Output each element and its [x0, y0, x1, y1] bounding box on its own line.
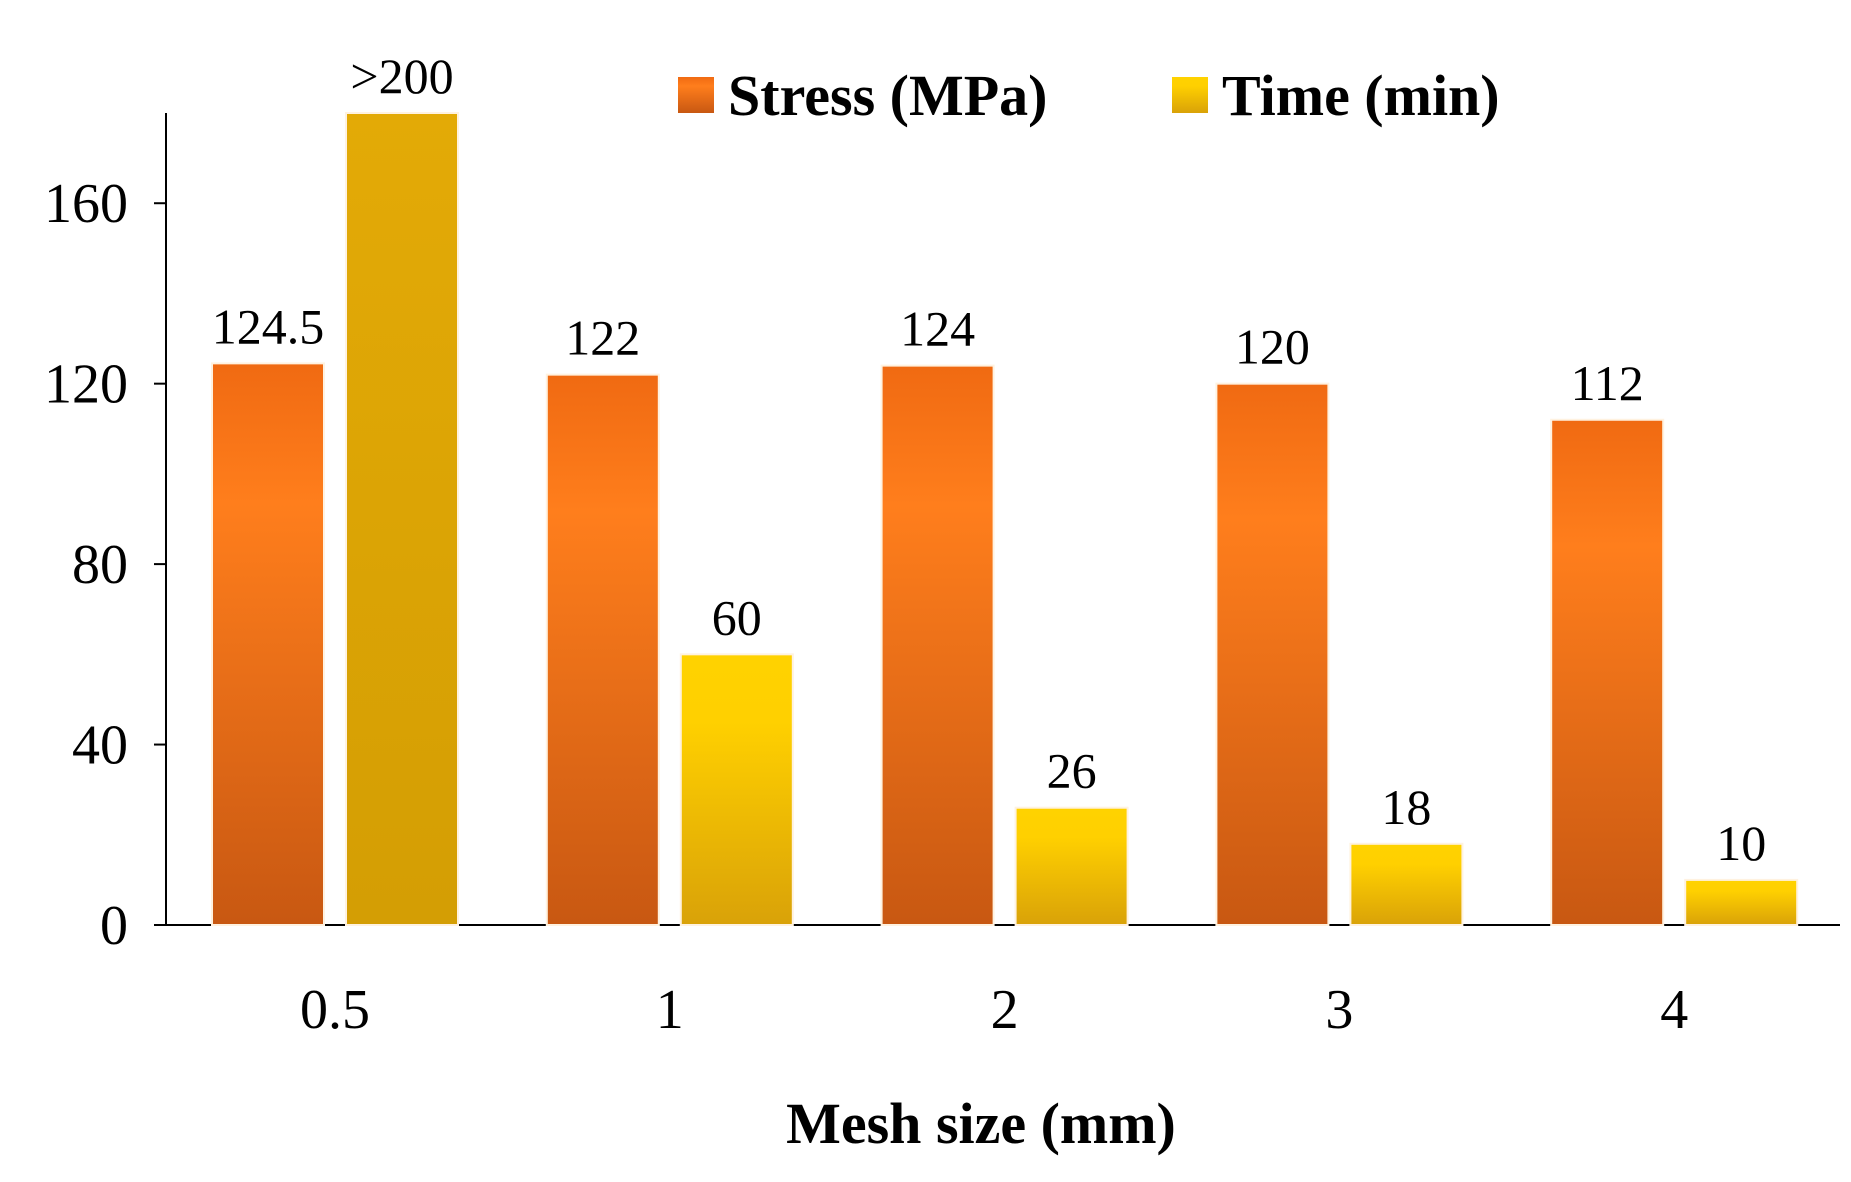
- legend-label-stress: Stress (MPa): [728, 63, 1047, 128]
- bar-time-2: [1014, 806, 1129, 927]
- legend-swatch-stress: [678, 77, 714, 113]
- x-tick-label: 0.5: [300, 979, 370, 1041]
- x-tick-label: 2: [991, 979, 1019, 1041]
- bar-stress-3: [1215, 382, 1330, 926]
- data-label: 122: [565, 310, 640, 366]
- x-axis-title: Mesh size (mm): [786, 1091, 1176, 1156]
- bar-stress-0.5: [211, 362, 325, 927]
- y-tick-label: 120: [44, 354, 128, 416]
- data-label: 26: [1047, 743, 1097, 799]
- data-label: 120: [1235, 319, 1310, 375]
- bar-stress-4: [1550, 418, 1665, 926]
- x-tick-label: 4: [1660, 979, 1688, 1041]
- bar-time-1: [679, 653, 794, 926]
- data-label: 10: [1716, 815, 1766, 871]
- legend-label-time: Time (min): [1222, 63, 1500, 128]
- bar-time-4: [1684, 878, 1799, 927]
- data-labels: 124.5 >200 122 60 124 26 120 18 112 10: [212, 48, 1766, 871]
- bar-time-0.5: [345, 112, 459, 926]
- y-tick-label: 40: [72, 715, 128, 777]
- data-label: 124: [900, 301, 975, 357]
- y-axis: 0 40 80 120 160: [44, 113, 167, 957]
- y-tick-label: 0: [100, 895, 128, 957]
- bar-stress-2: [880, 364, 995, 927]
- bars: [211, 112, 1799, 927]
- legend-swatch-time: [1172, 77, 1208, 113]
- data-label: >200: [350, 48, 453, 104]
- data-label: 18: [1381, 779, 1431, 835]
- x-tick-label: 3: [1325, 979, 1353, 1041]
- bar-stress-1: [545, 373, 660, 926]
- data-label: 112: [1571, 355, 1644, 411]
- y-tick-label: 160: [44, 173, 128, 235]
- data-label: 124.5: [212, 298, 325, 354]
- y-tick-label: 80: [72, 534, 128, 596]
- bar-time-3: [1349, 842, 1464, 926]
- legend: Stress (MPa) Time (min): [678, 63, 1500, 128]
- data-label: 60: [712, 589, 762, 645]
- x-tick-label: 1: [656, 979, 684, 1041]
- x-axis: 0.5 1 2 3 4: [166, 924, 1840, 1041]
